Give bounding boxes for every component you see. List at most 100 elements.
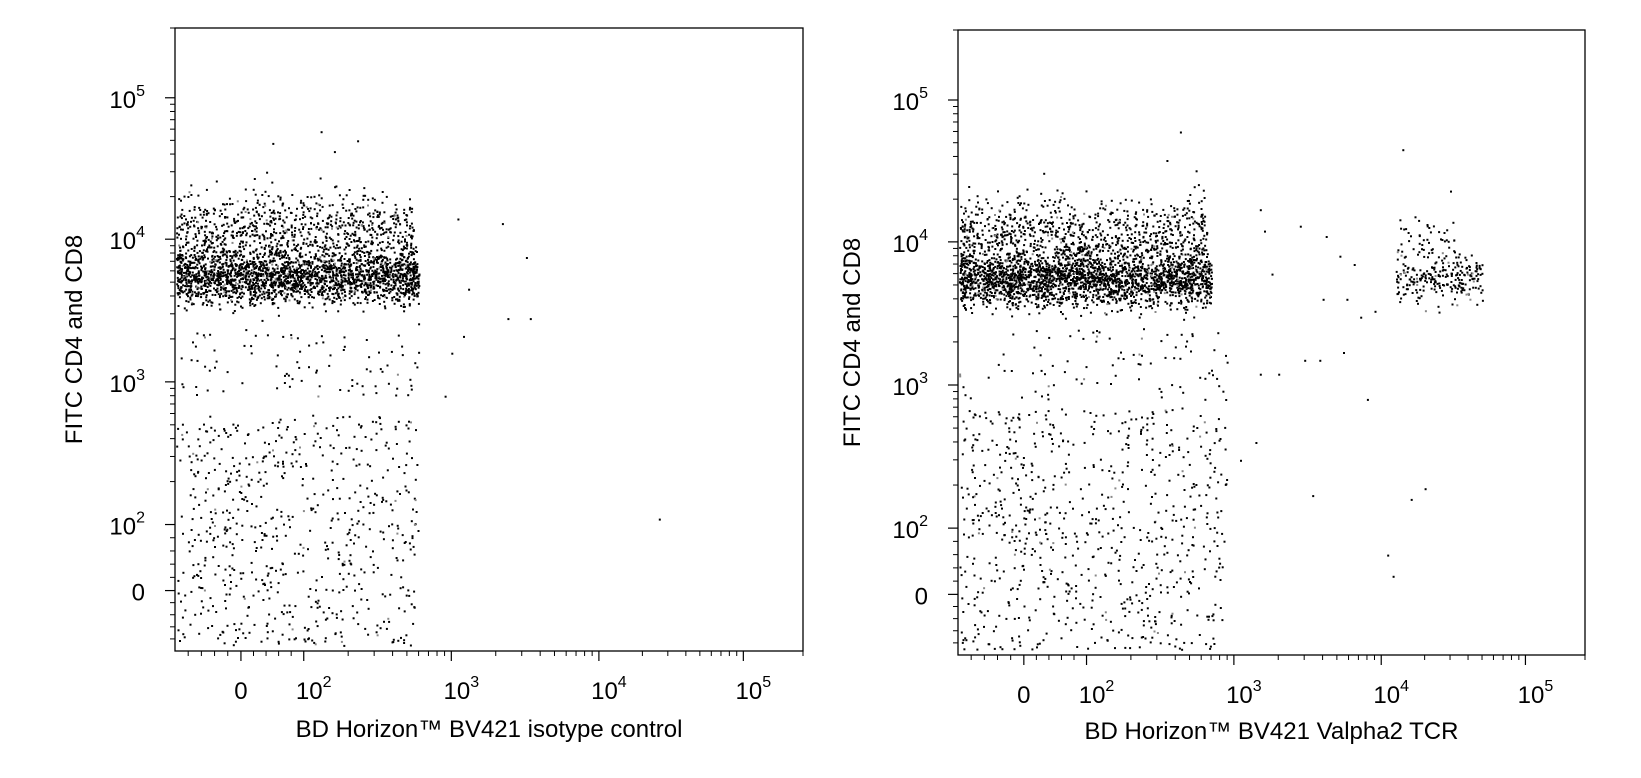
event-dot (278, 215, 281, 218)
event-dot (343, 263, 346, 266)
event-dot (369, 291, 372, 294)
event-dot (316, 602, 319, 605)
event-dot (405, 289, 408, 291)
event-dot (242, 270, 245, 273)
event-dot (381, 593, 384, 596)
event-dot (328, 267, 331, 270)
event-dot (1035, 264, 1037, 267)
event-dot (380, 233, 383, 236)
event-dot (378, 297, 381, 300)
event-dot (407, 270, 410, 273)
event-dot (397, 220, 400, 223)
event-dot (207, 272, 210, 275)
event-dot (287, 262, 290, 265)
event-dot (377, 280, 380, 283)
event-dot (263, 534, 266, 537)
event-dot (185, 282, 188, 285)
event-dot (314, 287, 316, 289)
event-dot (242, 231, 244, 234)
event-dot (230, 472, 232, 475)
event-dot (507, 318, 510, 321)
event-dot (190, 469, 193, 472)
event-dot (315, 579, 318, 582)
event-dot (235, 292, 238, 295)
event-dot (1142, 278, 1145, 280)
event-dot (348, 244, 351, 247)
event-dot (241, 306, 244, 309)
event-dot (311, 261, 314, 264)
event-dot (303, 287, 306, 289)
event-dot (344, 224, 347, 227)
event-dot (290, 274, 293, 277)
event-dot (278, 279, 280, 282)
event-dot (398, 298, 401, 301)
event-dot (233, 623, 236, 626)
event-dot (297, 290, 300, 293)
event-dot (415, 276, 418, 279)
event-dot (1026, 283, 1029, 286)
event-dot (258, 237, 261, 240)
event-dot (201, 267, 203, 269)
event-dot (968, 267, 971, 270)
event-dot (295, 637, 297, 640)
event-dot (187, 280, 190, 283)
event-dot (265, 219, 268, 222)
event-dot (341, 292, 344, 295)
event-dot (390, 573, 393, 576)
event-dot (314, 422, 317, 425)
event-dot (309, 207, 312, 210)
event-dot (376, 256, 378, 258)
event-dot (204, 365, 207, 368)
event-dot (296, 302, 299, 305)
event-dot (405, 424, 408, 427)
event-dot (285, 261, 288, 263)
event-dot (376, 634, 379, 637)
event-dot (271, 302, 274, 304)
event-dot (343, 277, 346, 280)
event-dot (257, 285, 260, 287)
event-dot (329, 281, 332, 284)
event-dot (350, 295, 353, 298)
event-dot (231, 300, 233, 303)
event-dot (297, 267, 300, 270)
event-dot (190, 220, 192, 223)
event-dot (248, 606, 250, 609)
event-dot (980, 247, 983, 250)
event-dot (370, 242, 373, 245)
event-dot (226, 281, 229, 284)
event-dot (223, 528, 226, 531)
event-dot (265, 274, 268, 277)
event-dot (280, 292, 282, 295)
event-dot (318, 266, 321, 269)
event-dot (408, 304, 411, 307)
event-dot (253, 290, 256, 293)
event-dot (328, 216, 330, 219)
event-dot (328, 289, 331, 292)
event-dot (1028, 276, 1030, 279)
event-dot (1115, 291, 1117, 294)
event-dot (247, 227, 250, 230)
event-dot (408, 594, 411, 597)
event-dot (316, 212, 319, 215)
event-dot (354, 256, 357, 259)
event-dot (297, 243, 300, 246)
event-dot (238, 628, 241, 631)
event-dot (198, 206, 201, 209)
event-dot (298, 453, 301, 456)
event-dot (224, 261, 227, 264)
event-dot (182, 278, 185, 281)
event-dot (1114, 276, 1116, 279)
event-dot (264, 270, 267, 273)
event-dot (344, 274, 347, 277)
event-dot (209, 284, 212, 287)
event-dot (246, 259, 248, 262)
event-dot (306, 237, 309, 240)
event-dot (323, 282, 326, 285)
event-dot (1107, 282, 1110, 285)
event-dot (268, 251, 271, 254)
event-dot (193, 267, 196, 270)
event-dot (410, 421, 412, 424)
event-dot (323, 259, 326, 262)
event-dot (310, 256, 312, 259)
